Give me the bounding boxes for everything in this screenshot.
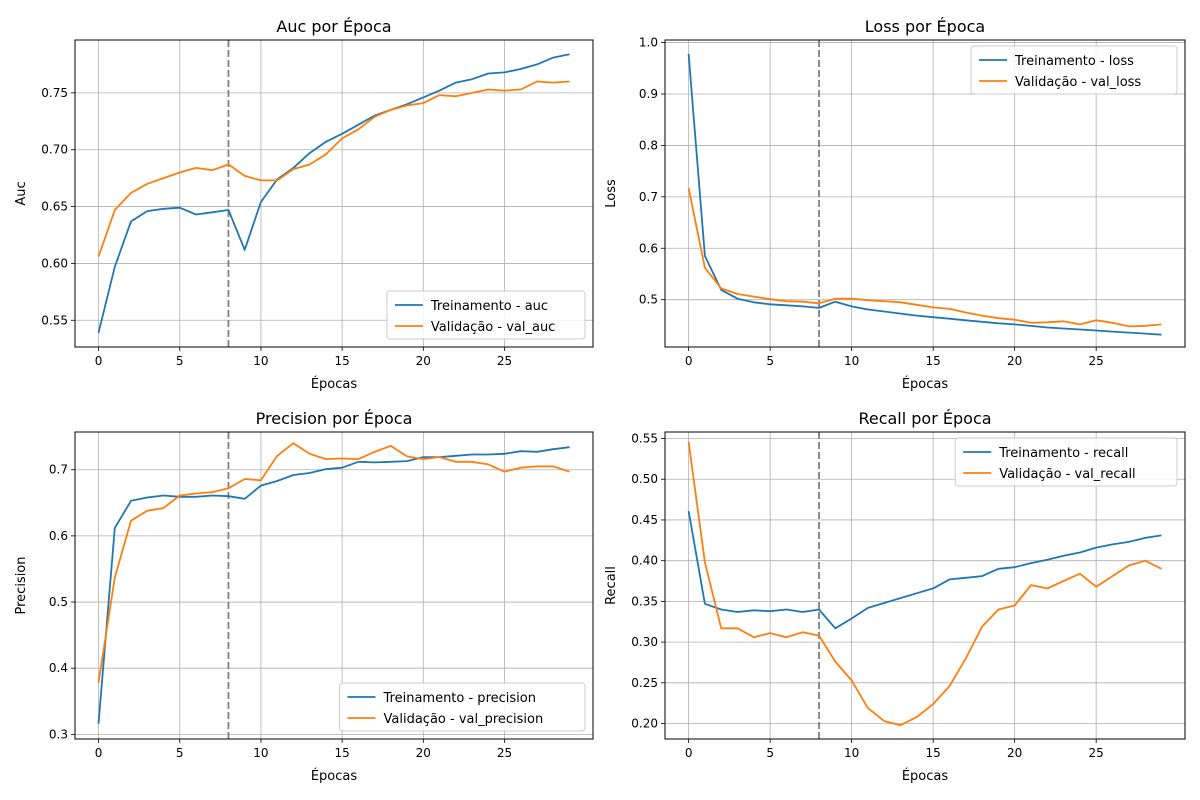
y-tick-label: 0.60 [41,256,68,270]
x-tick-label: 25 [1089,746,1104,760]
y-tick-label: 0.30 [631,635,658,649]
legend: Treinamento - precision Validação - val_p… [339,682,586,732]
series-line-validacao-val-recall [687,441,1162,727]
legend: Treinamento - auc Validação - val_auc [386,290,586,340]
x-tick-label: 5 [176,354,184,368]
x-tick-label: 15 [926,746,941,760]
y-tick-label: 0.7 [49,463,68,477]
y-tick-label: 0.55 [631,432,658,446]
x-tick-label: 15 [334,746,349,760]
y-tick-label: 0.65 [41,200,68,214]
x-tick-label: 10 [844,354,859,368]
x-tick-label: 25 [1089,354,1104,368]
x-tick-label: 0 [95,354,103,368]
series-line-validacao-val-loss [687,187,1162,328]
legend-entry: Treinamento - recall [998,446,1128,461]
x-tick-label: 10 [844,746,859,760]
x-tick-label: 10 [253,354,268,368]
x-axis-label: Épocas [311,376,358,392]
x-tick-label: 5 [766,354,774,368]
x-tick-label: 20 [1007,746,1022,760]
x-axis-label: Épocas [311,768,358,784]
x-tick-label: 20 [416,354,431,368]
x-tick-label: 25 [497,354,512,368]
series-line-treinamento-loss [687,53,1162,336]
x-tick-label: 15 [334,354,349,368]
series-line-treinamento-precision [97,446,570,724]
y-tick-label: 0.6 [639,241,658,255]
y-tick-label: 0.75 [41,86,68,100]
chart-title: Precision por Época [256,409,413,428]
legend: Treinamento - recall Validação - val_reca… [954,437,1178,487]
y-tick-label: 0.40 [631,554,658,568]
y-tick-label: 0.35 [631,594,658,608]
y-tick-label: 0.25 [631,676,658,690]
x-tick-label: 5 [176,746,184,760]
subplot-auc: 0 5 10 15 20 25 0.55 0.60 0.65 0.70 0.75 Auc por Ép… [14,17,594,392]
x-tick-label: 0 [685,354,693,368]
legend-entry: Validação - val_loss [1015,75,1141,90]
y-tick-label: 0.55 [41,313,68,327]
chart-title: Loss por Época [865,17,985,36]
y-axis-label: Auc [14,181,29,205]
y-tick-label: 0.70 [41,143,68,157]
y-axis-label: Loss [604,179,619,208]
legend-box [339,682,586,732]
subplot-loss: 0 5 10 15 20 25 0.5 0.6 0.7 0.8 0.9 1.0 Loss por Épo… [604,17,1186,392]
legend-box [386,290,586,340]
y-tick-label: 0.6 [49,529,68,543]
x-tick-label: 15 [926,354,941,368]
x-axis-label: Épocas [902,376,949,392]
axes-frame [664,39,1186,348]
axes-frame [74,39,594,348]
legend-entry: Treinamento - loss [1014,54,1134,69]
y-tick-label: 0.8 [639,138,658,152]
x-tick-label: 10 [253,746,268,760]
legend-box [954,437,1178,487]
axes-frame [74,431,594,740]
y-axis-label: Recall [604,566,619,605]
legend-entry: Treinamento - auc [430,299,548,314]
legend-entry: Validação - val_recall [999,467,1135,482]
axes-frame [664,431,1186,740]
y-tick-label: 0.7 [639,190,658,204]
y-tick-label: 0.4 [49,661,68,675]
y-tick-label: 0.5 [639,293,658,307]
x-axis-label: Épocas [902,768,949,784]
legend: Treinamento - loss Validação - val_loss [970,45,1178,95]
legend-box [970,45,1178,95]
series-line-treinamento-recall [687,510,1162,630]
legend-entry: Treinamento - precision [383,691,536,706]
y-tick-label: 0.45 [631,513,658,527]
series-line-treinamento-auc [97,53,570,334]
chart-title: Auc por Época [276,17,391,36]
x-tick-label: 20 [1007,354,1022,368]
legend-entry: Validação - val_auc [431,320,555,335]
chart-title: Recall por Época [858,409,991,428]
legend-entry: Validação - val_precision [384,712,544,727]
y-tick-label: 0.5 [49,595,68,609]
x-tick-label: 0 [95,746,103,760]
x-tick-label: 0 [685,746,693,760]
series-line-validacao-val-precision [97,442,570,683]
x-tick-label: 25 [497,746,512,760]
y-tick-label: 0.3 [49,727,68,741]
subplot-precision: 0 5 10 15 20 25 0.3 0.4 0.5 0.6 0.7 Precision por É… [14,409,594,784]
x-tick-label: 20 [416,746,431,760]
x-tick-label: 5 [766,746,774,760]
y-tick-label: 0.9 [639,87,658,101]
y-tick-label: 1.0 [639,36,658,50]
y-axis-label: Precision [14,556,29,614]
y-tick-label: 0.50 [631,472,658,486]
y-tick-label: 0.20 [631,717,658,731]
subplot-recall: 0 5 10 15 20 25 0.20 0.25 0.30 0.35 0.40 0.45 0.50 0.… [604,409,1186,784]
series-line-validacao-val-auc [97,80,570,257]
